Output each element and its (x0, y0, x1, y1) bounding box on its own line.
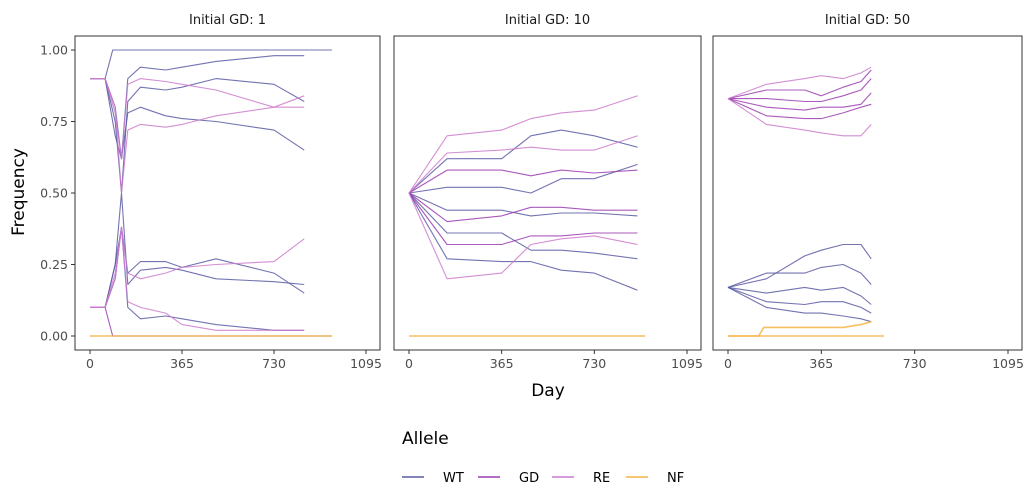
series-line-wt (90, 226, 305, 331)
panel-title: Initial GD: 1 (189, 13, 266, 28)
series-line-re (727, 66, 872, 100)
series-line-gd (727, 69, 872, 100)
panels: Initial GD: 10 365 730 10950.000.250.500.75… (40, 13, 1024, 371)
series-line-re (90, 78, 305, 194)
legend-item-wt: WT (402, 471, 464, 486)
series-line-gd (408, 169, 638, 194)
legend: WT GD RE NF (402, 471, 684, 486)
y-tick-label: 1.00 (40, 43, 68, 58)
series-line-gd (408, 192, 638, 223)
series-line-wt (90, 78, 305, 194)
y-tick-label: 0.25 (40, 257, 68, 272)
panel-title: Initial GD: 10 (505, 13, 590, 28)
y-tick-label: 0.75 (40, 114, 68, 129)
x-tick-label: 1095 (992, 356, 1024, 371)
series-line-wt (90, 49, 332, 80)
series-lines (727, 66, 884, 337)
legend-label: WT (443, 471, 464, 484)
series-line-gd (727, 98, 872, 120)
y-tick-label: 0.00 (40, 329, 68, 344)
panel-1: Initial GD: 1 0 365 730 1095 0.00 0.25 0.50 0.75… (40, 13, 382, 371)
x-tick-label: 1095 (671, 356, 703, 371)
series-line-wt (90, 55, 305, 160)
x-axis-title: Day (531, 381, 565, 401)
x-tick-label: 0 (86, 356, 94, 371)
x-tick-label: 365 (809, 356, 833, 371)
y-axis-title: Frequency (9, 148, 29, 236)
series-line-wt (408, 192, 638, 260)
series-line-wt (727, 263, 872, 288)
series-line-re (408, 192, 638, 280)
series-line-gd (728, 78, 872, 103)
x-tick-label: 365 (490, 356, 514, 371)
x-tick-label: 730 (262, 356, 286, 371)
panel-border (393, 35, 702, 351)
series-line-wt (408, 192, 638, 217)
series-line-re (90, 226, 305, 331)
series-line-gd (90, 306, 332, 337)
series-line-re (90, 226, 305, 308)
legend-label: NF (667, 471, 684, 484)
x-tick-label: 0 (405, 356, 413, 371)
x-tick-label: 365 (170, 356, 194, 371)
series-line-gd (408, 192, 638, 246)
x-tick-label: 0 (724, 356, 732, 371)
series-line-wt (408, 163, 638, 194)
legend-item-nf: NF (626, 471, 684, 486)
series-line-wt (408, 129, 638, 194)
x-tick-label: 730 (582, 356, 606, 371)
panel-border (74, 35, 381, 351)
panel-2: Initial GD: 10 0 365 730 1095 (393, 13, 703, 371)
series-line-re (408, 95, 638, 194)
series-line-wt (727, 286, 872, 314)
series-line-wt (727, 286, 872, 323)
series-line-re (408, 135, 638, 194)
series-line-re (90, 78, 305, 160)
legend-label: RE (593, 471, 610, 484)
legend-item-re: RE (552, 471, 610, 486)
panel-title: Initial GD: 50 (825, 13, 910, 28)
series-line-wt (727, 243, 872, 288)
panel-border (712, 35, 1023, 351)
series-line-wt (727, 286, 872, 305)
x-tick-label: 1095 (350, 356, 382, 371)
series-lines (408, 95, 646, 337)
series-lines (90, 49, 332, 337)
series-line-wt (90, 192, 305, 308)
series-line-nf (728, 320, 872, 337)
panel-3: Initial GD: 50 0 365 730 1095 (712, 13, 1024, 371)
y-tick-label: 0.50 (40, 186, 68, 201)
legend-title: Allele (402, 429, 449, 449)
x-tick-label: 730 (903, 356, 927, 371)
legend-label: GD (519, 471, 539, 484)
legend-item-gd: GD (478, 471, 539, 486)
series-line-re (727, 98, 872, 137)
series-line-wt (408, 192, 638, 291)
series-line-gd (727, 92, 872, 111)
